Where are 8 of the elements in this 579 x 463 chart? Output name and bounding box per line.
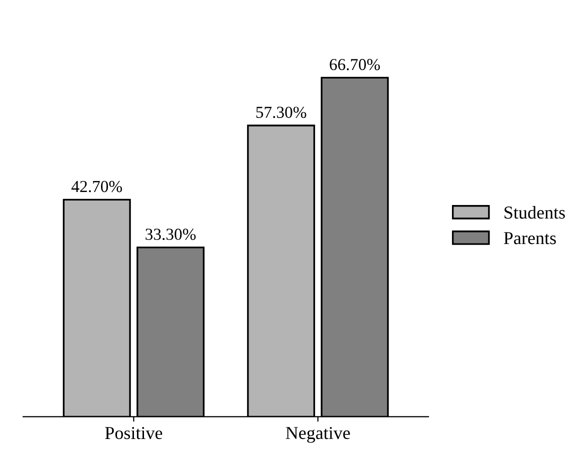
x-tick-label: Negative (286, 426, 350, 443)
data-label: 57.30% (256, 106, 306, 118)
data-label: 33.30% (146, 228, 196, 240)
x-tick-label: Positive (105, 426, 162, 440)
data-label: 66.70% (330, 58, 380, 70)
data-label: 42.70% (71, 180, 122, 192)
legend-label: Students (504, 206, 565, 219)
legend-label: Parents (504, 232, 556, 244)
